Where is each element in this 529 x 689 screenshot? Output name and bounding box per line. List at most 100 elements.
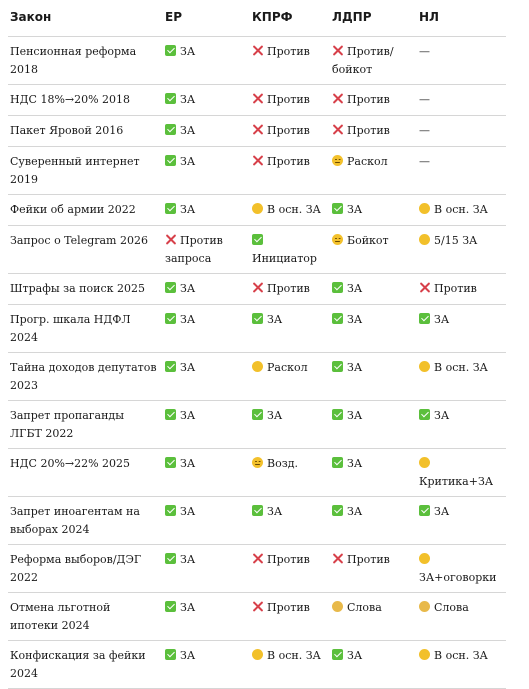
partial-circle-icon — [419, 234, 430, 245]
vote-text: ЗА — [347, 361, 363, 374]
table-row: НДС 20%→22% 2025 ЗА Возд. ЗА Критика+ЗА — [8, 448, 506, 497]
vote-cell-er: ЗА — [163, 84, 250, 116]
check-icon — [332, 649, 343, 660]
table-row: Конфискация за фейки 2024 ЗА В осн. ЗА ЗА В … — [8, 640, 506, 689]
vote-cell-ldpr: ЗА — [330, 448, 417, 497]
law-name: Фейки об армии 2022 — [8, 194, 163, 226]
vote-cell-er: ЗА — [163, 115, 250, 147]
law-name: Пакет Яровой 2016 — [8, 115, 163, 147]
vote-cell-nl: — — [417, 84, 506, 116]
vote-cell-er: ЗА — [163, 273, 250, 305]
vote-cell-nl: ЗА — [417, 496, 506, 545]
check-icon — [165, 505, 176, 516]
vote-text: Раскол — [347, 155, 388, 168]
law-name: Тайна доходов депутатов 2023 — [8, 352, 163, 401]
vote-cell-er: Против запроса — [163, 225, 250, 274]
vote-cell-ldpr: ЗА — [330, 194, 417, 226]
vote-cell-ldpr: ЗА — [330, 496, 417, 545]
vote-cell-kprf: Против — [250, 273, 330, 305]
check-icon — [165, 649, 176, 660]
vote-cell-kprf: Против — [250, 544, 330, 593]
cross-icon — [252, 45, 263, 56]
vote-cell-nl: Против — [417, 273, 506, 305]
vote-cell-kprf: ЗА — [250, 496, 330, 545]
vote-text: ЗА — [347, 457, 363, 470]
vote-text: ЗА — [347, 505, 363, 518]
votes-table: Закон ЕР КПРФ ЛДПР НЛ Пенсионная реформа… — [8, 4, 506, 689]
law-name: Пенсионная реформа 2018 — [8, 36, 163, 85]
cross-icon — [252, 93, 263, 104]
vote-cell-ldpr: Против — [330, 84, 417, 116]
law-name: Запрос о Telegram 2026 — [8, 225, 163, 274]
partial-circle-icon — [252, 361, 263, 372]
vote-cell-nl: 5/15 ЗА — [417, 225, 506, 274]
law-name: Запрет иноагентам на выборах 2024 — [8, 496, 163, 545]
vote-text: ЗА — [180, 553, 196, 566]
vote-text: Критика+ЗА — [419, 474, 494, 488]
vote-text: Слова — [434, 601, 469, 614]
table-row: Отмена льготной ипотеки 2024 ЗА Против Слов… — [8, 592, 506, 641]
check-icon — [165, 45, 176, 56]
cross-icon — [252, 155, 263, 166]
vote-cell-kprf: Инициатор — [250, 225, 330, 274]
vote-text: Слова — [347, 601, 382, 614]
vote-cell-ldpr: Слова — [330, 592, 417, 641]
header-er: ЕР — [163, 4, 250, 37]
neutral-face-icon — [332, 155, 343, 166]
check-icon — [165, 601, 176, 612]
check-icon — [252, 234, 263, 245]
vote-cell-ldpr: ЗА — [330, 400, 417, 449]
vote-cell-er: ЗА — [163, 352, 250, 401]
check-icon — [252, 409, 263, 420]
vote-text: ЗА — [180, 155, 196, 168]
vote-cell-kprf: Против — [250, 115, 330, 147]
vote-text: Против — [347, 93, 390, 106]
vote-text: ЗА — [267, 505, 283, 518]
vote-text: Против — [267, 45, 310, 58]
partial-circle-icon — [419, 203, 430, 214]
check-icon — [332, 282, 343, 293]
vote-cell-er: ЗА — [163, 448, 250, 497]
vote-text: Против — [267, 93, 310, 106]
table-body: Пенсионная реформа 2018 ЗА Против Против/ б… — [8, 36, 506, 689]
partial-circle-icon — [419, 649, 430, 660]
page: Закон ЕР КПРФ ЛДПР НЛ Пенсионная реформа… — [0, 4, 529, 689]
vote-text: ЗА — [180, 124, 196, 137]
vote-cell-nl: В осн. ЗА — [417, 352, 506, 401]
cross-icon — [332, 124, 343, 135]
vote-cell-kprf: Раскол — [250, 352, 330, 401]
vote-text: Раскол — [267, 361, 308, 374]
vote-text: Против — [267, 553, 310, 566]
table-row: Запрет пропаганды ЛГБТ 2022 ЗА ЗА ЗА ЗА — [8, 400, 506, 449]
vote-text: — — [419, 124, 430, 137]
vote-text: Возд. — [267, 457, 298, 470]
vote-text: В осн. ЗА — [267, 203, 321, 216]
check-icon — [332, 361, 343, 372]
vote-text: ЗА — [434, 409, 450, 422]
vote-text: ЗА — [180, 282, 196, 295]
vote-text: Против/ бойкот — [332, 45, 394, 76]
check-icon — [419, 409, 430, 420]
vote-text: ЗА — [180, 313, 196, 326]
partial-circle-icon — [252, 203, 263, 214]
partial-circle-icon — [252, 649, 263, 660]
table-row: Тайна доходов депутатов 2023 ЗА Раскол ЗА В … — [8, 352, 506, 401]
table-row: Фейки об армии 2022 ЗА В осн. ЗА ЗА В осн. З… — [8, 194, 506, 226]
cross-icon — [252, 601, 263, 612]
vote-cell-kprf: Против — [250, 146, 330, 195]
vote-text: — — [419, 93, 430, 106]
check-icon — [165, 93, 176, 104]
law-name: Запрет пропаганды ЛГБТ 2022 — [8, 400, 163, 449]
check-icon — [165, 361, 176, 372]
header-nl: НЛ — [417, 4, 506, 37]
cross-icon — [419, 282, 430, 293]
vote-cell-ldpr: Бойкот — [330, 225, 417, 274]
vote-cell-kprf: Против — [250, 84, 330, 116]
vote-cell-er: ЗА — [163, 146, 250, 195]
vote-text: — — [419, 155, 430, 168]
vote-cell-kprf: В осн. ЗА — [250, 194, 330, 226]
check-icon — [419, 505, 430, 516]
vote-cell-nl: — — [417, 36, 506, 85]
vote-text: ЗА — [180, 649, 196, 662]
check-icon — [165, 457, 176, 468]
